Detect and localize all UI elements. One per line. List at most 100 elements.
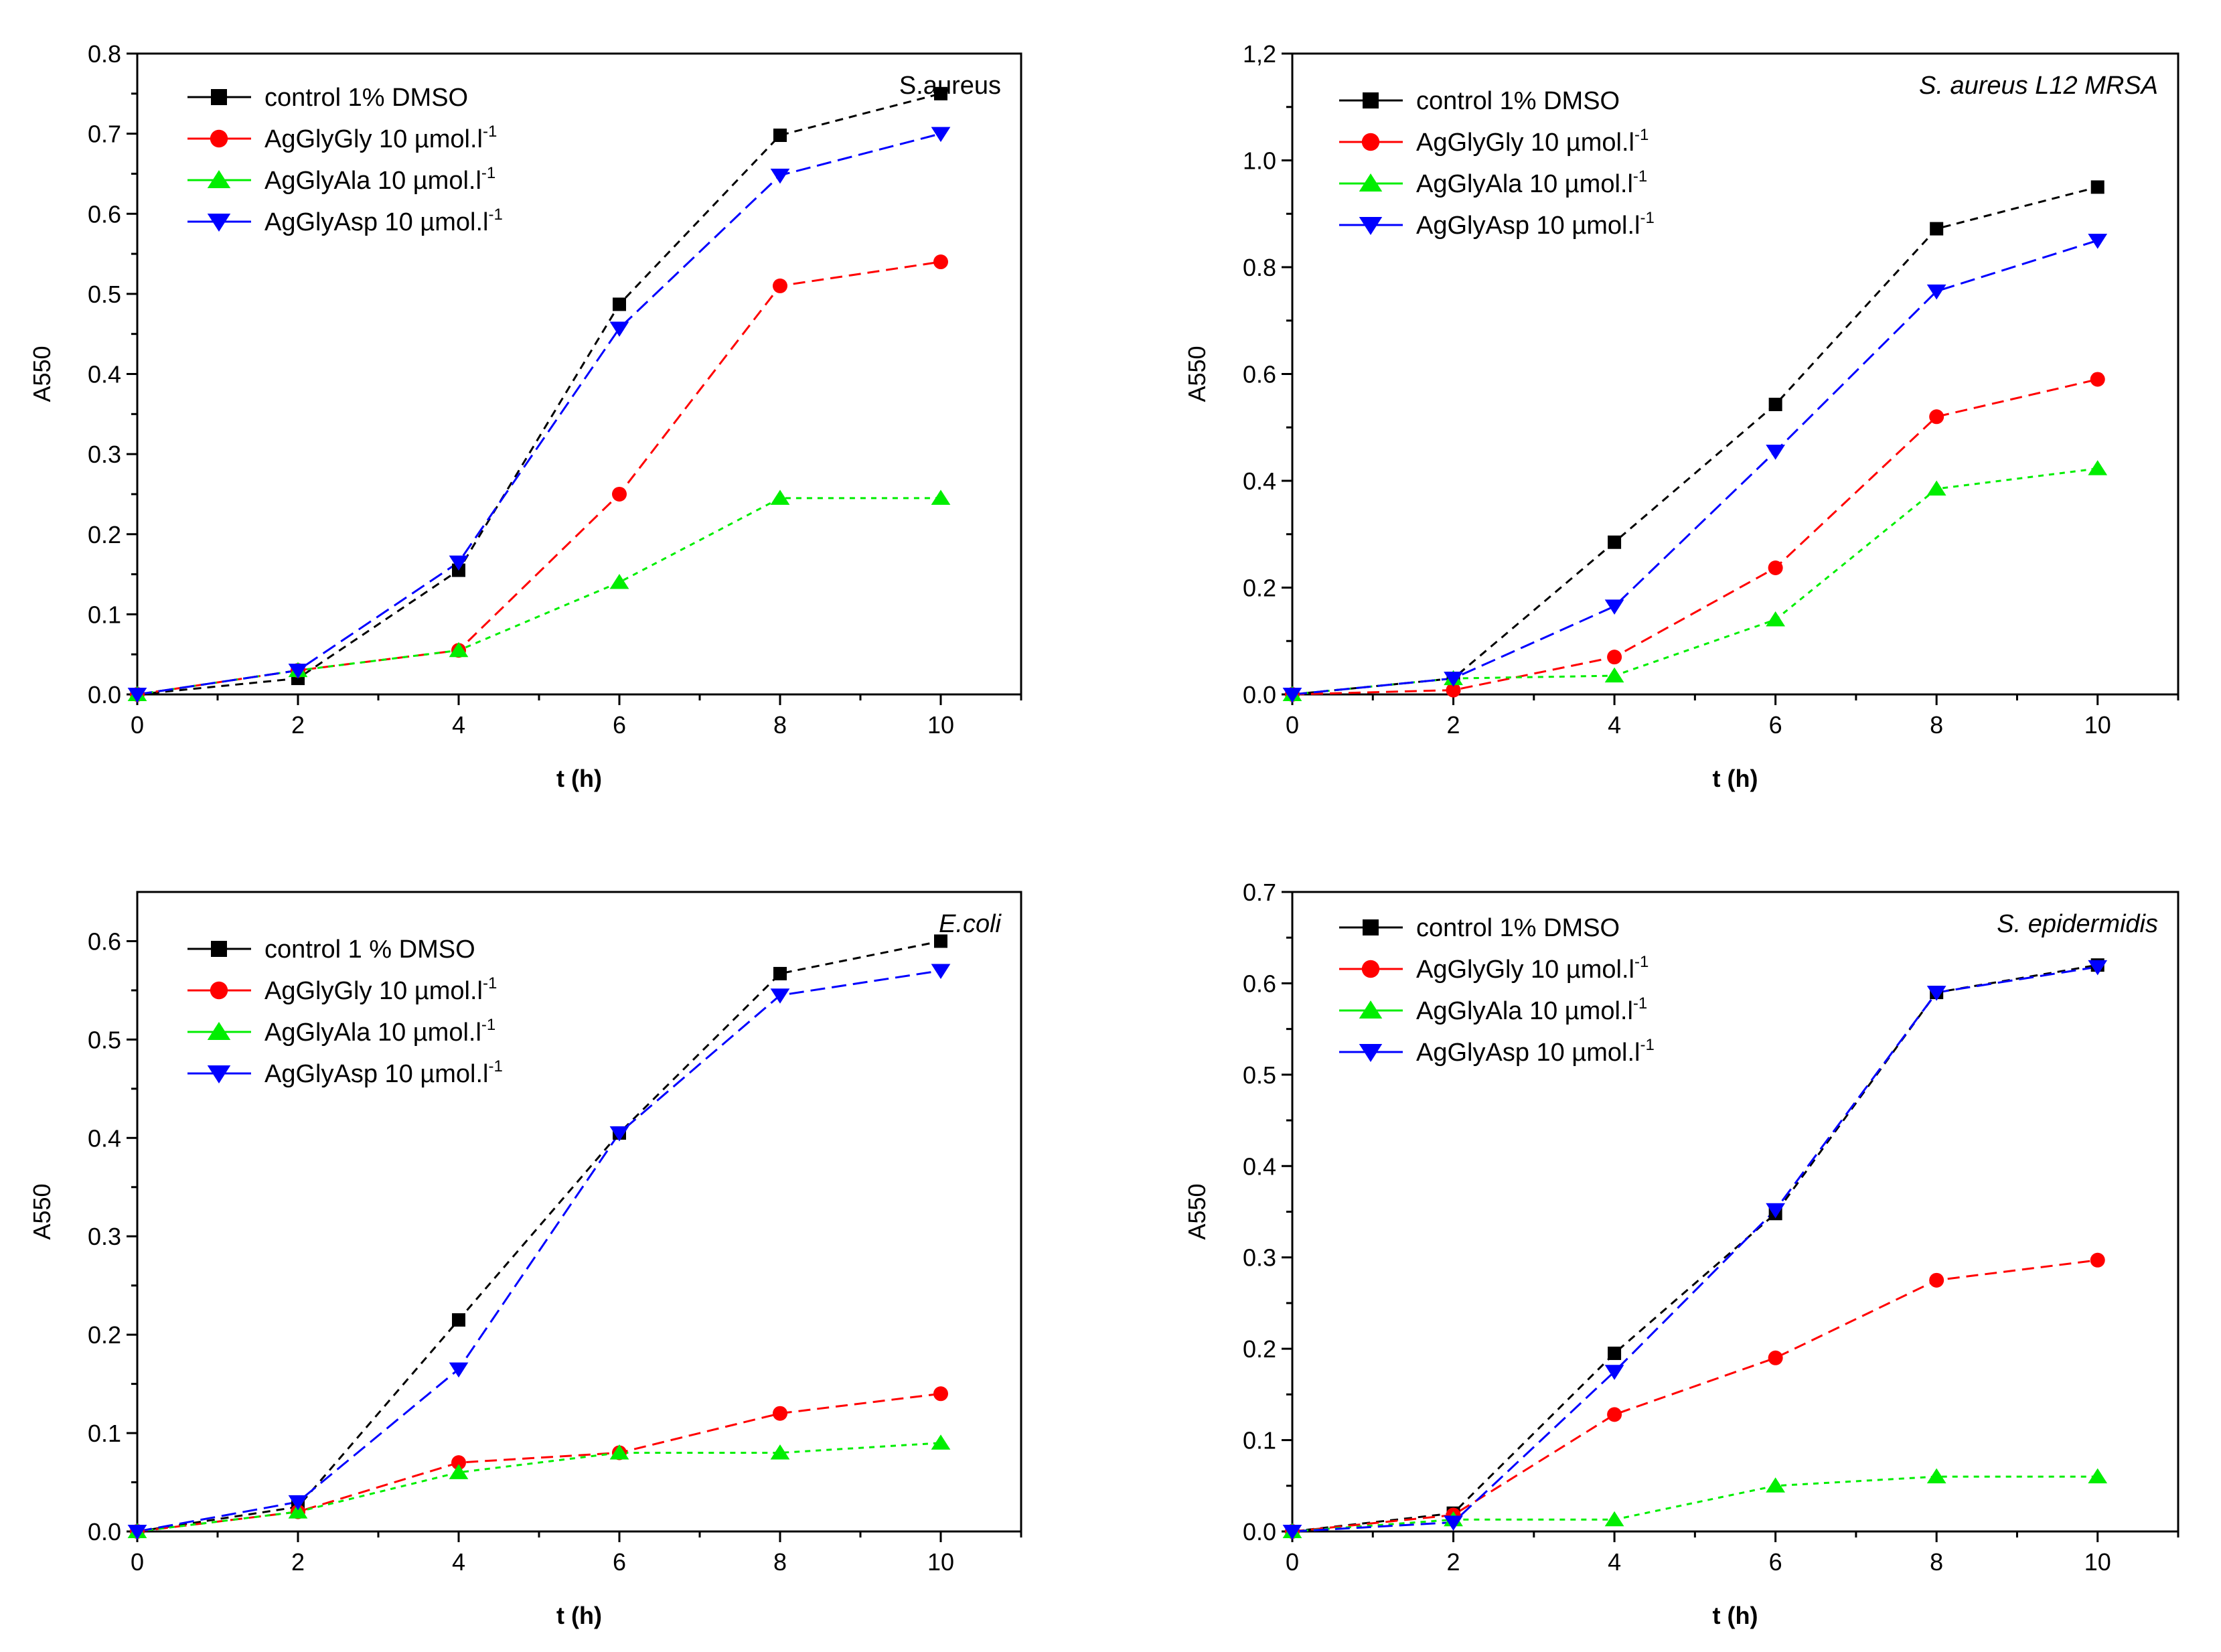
data-point-agglyala-10-mol-l-1: [931, 490, 951, 505]
chart-title: S. epidermidis: [1997, 910, 2158, 938]
data-point-agglygly-10-mol-l-1: [1768, 560, 1783, 575]
data-point-agglyasp-10-mol-l-1: [1444, 672, 1463, 687]
y-tick-label: 0.2: [1243, 1335, 1276, 1363]
legend-label-text: control 1% DMSO: [1416, 914, 1620, 942]
data-point-control-1-dmso: [1768, 397, 1782, 411]
data-point-agglygly-10-mol-l-1: [1929, 409, 1944, 425]
legend-marker: [1363, 92, 1379, 108]
data-point-control-1-dmso: [934, 934, 947, 948]
legend-marker: [1359, 173, 1383, 192]
legend-label: AgGlyAla 10 µmol.l-1: [264, 164, 495, 195]
x-tick-label: 10: [2084, 1548, 2111, 1576]
legend-label: AgGlyAla 10 µmol.l-1: [1416, 994, 1647, 1025]
x-axis-label: t (h): [1713, 1602, 1758, 1629]
y-tick-label: 0.2: [1243, 575, 1276, 602]
legend-label: AgGlyGly 10 µmol.l-1: [1416, 953, 1649, 984]
y-tick-label: 0.7: [88, 121, 121, 148]
y-tick-label: 0.1: [88, 1420, 121, 1447]
y-tick-label: 0.5: [88, 281, 121, 308]
panel-s-aureus: 0 2 4 6 8 10 0.0 0.1 0.2 0.3 0.4 0.5 0.6 0.7 0.8 t (h) A…: [28, 40, 1022, 792]
chart-title: S. aureus L12 MRSA: [1919, 72, 2158, 100]
series-line-agglygly-10-mol-l-1: [1292, 378, 2098, 696]
legend-entry: AgGlyAla 10 µmol.l-1: [187, 164, 495, 195]
legend-label-text: AgGlyGly 10 µmol.l: [264, 977, 483, 1005]
y-axis-label: A550: [1183, 1183, 1211, 1240]
x-tick-label: 0: [131, 1548, 144, 1576]
data-point-agglygly-10-mol-l-1: [933, 1386, 948, 1402]
series-line-agglyasp-10-mol-l-1: [137, 970, 941, 1533]
y-tick-label: 0.7: [1243, 879, 1276, 906]
series-line-agglyala-10-mol-l-1: [1292, 1475, 2098, 1533]
legend-marker: [210, 129, 228, 148]
data-point-agglyala-10-mol-l-1: [1926, 480, 1946, 496]
x-tick-label: 8: [1930, 1548, 1943, 1576]
legend-label-text: control 1% DMSO: [1416, 87, 1620, 115]
y-tick-label: 0.1: [1243, 1427, 1276, 1454]
data-point-agglyasp-10-mol-l-1: [449, 1362, 469, 1378]
data-point-agglyasp-10-mol-l-1: [1926, 284, 1946, 300]
series-line-control-1-dmso: [1292, 964, 2098, 1533]
y-tick-label: 0.3: [1243, 1244, 1276, 1272]
legend-marker: [1363, 919, 1379, 935]
data-point-agglygly-10-mol-l-1: [451, 1455, 466, 1471]
legend-label: AgGlyGly 10 µmol.l-1: [264, 974, 497, 1005]
x-tick-label: 6: [1769, 711, 1782, 739]
legend-label: control 1% DMSO: [264, 84, 468, 112]
legend-entry: AgGlyGly 10 µmol.l-1: [1339, 953, 1649, 984]
y-tick-label: 0.4: [1243, 1152, 1276, 1180]
data-point-agglyasp-10-mol-l-1: [931, 127, 951, 143]
x-tick-label: 8: [773, 1548, 787, 1576]
data-point-agglyasp-10-mol-l-1: [1766, 1203, 1786, 1219]
x-tick-label: 10: [927, 711, 954, 739]
data-point-agglygly-10-mol-l-1: [2090, 1252, 2105, 1268]
x-tick-label: 6: [1769, 1548, 1782, 1576]
legend-marker: [1359, 1000, 1383, 1019]
chart-title: E.coli: [939, 910, 1002, 938]
series-line-control-1-dmso: [1292, 185, 2098, 696]
legend-entry: control 1% DMSO: [187, 84, 468, 112]
data-point-agglyala-10-mol-l-1: [770, 1444, 790, 1460]
x-tick-label: 4: [1608, 711, 1621, 739]
x-tick-label: 2: [291, 711, 305, 739]
legend-label-text: control 1% DMSO: [264, 84, 468, 112]
data-point-control-1-dmso: [1930, 222, 1944, 236]
legend-entry: control 1% DMSO: [1339, 914, 1620, 942]
legend-entry: AgGlyGly 10 µmol.l-1: [1339, 126, 1649, 157]
y-tick-label: 0.0: [88, 681, 121, 708]
legend-label-superscript: -1: [488, 206, 502, 224]
legend-label: control 1% DMSO: [1416, 914, 1620, 942]
panel-s-epidermidis: 0 2 4 6 8 10 0.0 0.1 0.2 0.3 0.4 0.5 0.6 0.7 t (h) A550…: [1183, 879, 2179, 1629]
plot-frame: [1291, 891, 2179, 1533]
y-tick-label: 1,2: [1243, 40, 1276, 68]
x-tick-label: 8: [1930, 711, 1943, 739]
legend-marker: [1359, 1044, 1383, 1062]
legend-entry: control 1 % DMSO: [187, 935, 475, 964]
legend-marker: [1359, 217, 1383, 235]
data-point-agglyasp-10-mol-l-1: [449, 555, 469, 571]
x-tick-label: 2: [291, 1548, 305, 1576]
x-tick-label: 0: [131, 711, 144, 739]
data-point-agglyasp-10-mol-l-1: [770, 168, 790, 184]
series-line-agglyasp-10-mol-l-1: [1292, 239, 2098, 696]
legend-marker: [211, 941, 227, 957]
series-line-agglygly-10-mol-l-1: [1292, 1259, 2098, 1533]
y-tick-label: 0.4: [88, 1124, 121, 1152]
legend-label-superscript: -1: [481, 1016, 495, 1034]
x-axis-label: t (h): [1713, 765, 1758, 792]
y-axis-label: A550: [28, 1183, 56, 1240]
legend-label-text: AgGlyAsp 10 µmol.l: [1416, 212, 1640, 240]
legend-label-text: AgGlyAsp 10 µmol.l: [264, 1060, 488, 1088]
x-tick-label: 10: [2084, 711, 2111, 739]
series-line-agglyala-10-mol-l-1: [137, 497, 941, 696]
series-line-agglygly-10-mol-l-1: [137, 1392, 941, 1533]
x-tick-label: 0: [1286, 711, 1299, 739]
data-point-agglyasp-10-mol-l-1: [288, 1495, 308, 1511]
series-line-agglyala-10-mol-l-1: [1292, 467, 2098, 696]
data-point-agglyala-10-mol-l-1: [1604, 1511, 1624, 1527]
data-point-agglyasp-10-mol-l-1: [2088, 960, 2108, 976]
legend-marker: [207, 1022, 231, 1040]
x-axis-label: t (h): [556, 1602, 602, 1629]
x-tick-label: 6: [613, 711, 626, 739]
legend-label: control 1 % DMSO: [264, 935, 475, 964]
